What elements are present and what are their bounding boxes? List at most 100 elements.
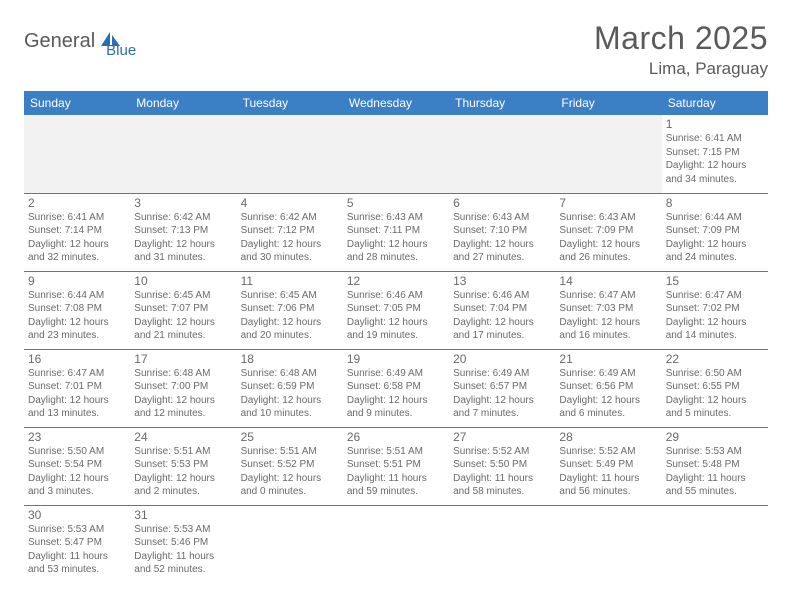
calendar-body: 1Sunrise: 6:41 AMSunset: 7:15 PMDaylight… bbox=[24, 115, 768, 583]
day-number: 24 bbox=[134, 430, 232, 444]
calendar-cell: 24Sunrise: 5:51 AMSunset: 5:53 PMDayligh… bbox=[130, 427, 236, 505]
calendar-cell bbox=[449, 505, 555, 583]
calendar-cell: 21Sunrise: 6:49 AMSunset: 6:56 PMDayligh… bbox=[555, 349, 661, 427]
day-info: Sunrise: 6:47 AMSunset: 7:02 PMDaylight:… bbox=[666, 289, 764, 343]
calendar-cell: 4Sunrise: 6:42 AMSunset: 7:12 PMDaylight… bbox=[237, 193, 343, 271]
calendar-row: 2Sunrise: 6:41 AMSunset: 7:14 PMDaylight… bbox=[24, 193, 768, 271]
weekday-header: Friday bbox=[555, 91, 661, 115]
calendar-row: 30Sunrise: 5:53 AMSunset: 5:47 PMDayligh… bbox=[24, 505, 768, 583]
calendar-cell bbox=[237, 505, 343, 583]
month-title: March 2025 bbox=[594, 20, 768, 57]
day-number: 17 bbox=[134, 352, 232, 366]
calendar-cell bbox=[343, 505, 449, 583]
day-info: Sunrise: 5:53 AMSunset: 5:48 PMDaylight:… bbox=[666, 445, 764, 499]
day-number: 22 bbox=[666, 352, 764, 366]
calendar-cell: 12Sunrise: 6:46 AMSunset: 7:05 PMDayligh… bbox=[343, 271, 449, 349]
day-info: Sunrise: 5:52 AMSunset: 5:50 PMDaylight:… bbox=[453, 445, 551, 499]
calendar-cell bbox=[130, 115, 236, 193]
calendar-cell bbox=[449, 115, 555, 193]
day-number: 3 bbox=[134, 196, 232, 210]
calendar-cell bbox=[237, 115, 343, 193]
day-info: Sunrise: 5:51 AMSunset: 5:51 PMDaylight:… bbox=[347, 445, 445, 499]
day-number: 12 bbox=[347, 274, 445, 288]
calendar-cell: 25Sunrise: 5:51 AMSunset: 5:52 PMDayligh… bbox=[237, 427, 343, 505]
calendar-cell: 13Sunrise: 6:46 AMSunset: 7:04 PMDayligh… bbox=[449, 271, 555, 349]
weekday-header: Sunday bbox=[24, 91, 130, 115]
day-number: 2 bbox=[28, 196, 126, 210]
day-number: 23 bbox=[28, 430, 126, 444]
calendar-cell: 7Sunrise: 6:43 AMSunset: 7:09 PMDaylight… bbox=[555, 193, 661, 271]
calendar-cell: 2Sunrise: 6:41 AMSunset: 7:14 PMDaylight… bbox=[24, 193, 130, 271]
title-block: March 2025 Lima, Paraguay bbox=[594, 20, 768, 79]
calendar-cell: 19Sunrise: 6:49 AMSunset: 6:58 PMDayligh… bbox=[343, 349, 449, 427]
calendar-cell: 9Sunrise: 6:44 AMSunset: 7:08 PMDaylight… bbox=[24, 271, 130, 349]
day-info: Sunrise: 6:46 AMSunset: 7:04 PMDaylight:… bbox=[453, 289, 551, 343]
weekday-header-row: SundayMondayTuesdayWednesdayThursdayFrid… bbox=[24, 91, 768, 115]
day-number: 10 bbox=[134, 274, 232, 288]
day-number: 27 bbox=[453, 430, 551, 444]
calendar-row: 23Sunrise: 5:50 AMSunset: 5:54 PMDayligh… bbox=[24, 427, 768, 505]
day-info: Sunrise: 5:52 AMSunset: 5:49 PMDaylight:… bbox=[559, 445, 657, 499]
calendar-row: 16Sunrise: 6:47 AMSunset: 7:01 PMDayligh… bbox=[24, 349, 768, 427]
day-number: 7 bbox=[559, 196, 657, 210]
calendar-cell: 1Sunrise: 6:41 AMSunset: 7:15 PMDaylight… bbox=[662, 115, 768, 193]
calendar-cell: 16Sunrise: 6:47 AMSunset: 7:01 PMDayligh… bbox=[24, 349, 130, 427]
day-number: 25 bbox=[241, 430, 339, 444]
calendar-cell: 31Sunrise: 5:53 AMSunset: 5:46 PMDayligh… bbox=[130, 505, 236, 583]
day-info: Sunrise: 6:48 AMSunset: 6:59 PMDaylight:… bbox=[241, 367, 339, 421]
day-number: 31 bbox=[134, 508, 232, 522]
day-number: 30 bbox=[28, 508, 126, 522]
day-number: 26 bbox=[347, 430, 445, 444]
day-info: Sunrise: 6:43 AMSunset: 7:11 PMDaylight:… bbox=[347, 211, 445, 265]
day-info: Sunrise: 6:43 AMSunset: 7:09 PMDaylight:… bbox=[559, 211, 657, 265]
day-info: Sunrise: 5:53 AMSunset: 5:46 PMDaylight:… bbox=[134, 523, 232, 577]
day-number: 1 bbox=[666, 117, 764, 131]
calendar-cell bbox=[24, 115, 130, 193]
day-info: Sunrise: 6:49 AMSunset: 6:56 PMDaylight:… bbox=[559, 367, 657, 421]
day-number: 14 bbox=[559, 274, 657, 288]
day-info: Sunrise: 5:53 AMSunset: 5:47 PMDaylight:… bbox=[28, 523, 126, 577]
weekday-header: Saturday bbox=[662, 91, 768, 115]
weekday-header: Tuesday bbox=[237, 91, 343, 115]
calendar-cell: 27Sunrise: 5:52 AMSunset: 5:50 PMDayligh… bbox=[449, 427, 555, 505]
logo-text-general: General bbox=[24, 30, 95, 53]
calendar-cell: 3Sunrise: 6:42 AMSunset: 7:13 PMDaylight… bbox=[130, 193, 236, 271]
day-number: 20 bbox=[453, 352, 551, 366]
calendar-cell: 26Sunrise: 5:51 AMSunset: 5:51 PMDayligh… bbox=[343, 427, 449, 505]
calendar-cell: 20Sunrise: 6:49 AMSunset: 6:57 PMDayligh… bbox=[449, 349, 555, 427]
calendar-cell: 29Sunrise: 5:53 AMSunset: 5:48 PMDayligh… bbox=[662, 427, 768, 505]
day-info: Sunrise: 6:45 AMSunset: 7:07 PMDaylight:… bbox=[134, 289, 232, 343]
calendar-cell: 18Sunrise: 6:48 AMSunset: 6:59 PMDayligh… bbox=[237, 349, 343, 427]
calendar-cell: 23Sunrise: 5:50 AMSunset: 5:54 PMDayligh… bbox=[24, 427, 130, 505]
calendar-cell: 14Sunrise: 6:47 AMSunset: 7:03 PMDayligh… bbox=[555, 271, 661, 349]
day-number: 15 bbox=[666, 274, 764, 288]
day-info: Sunrise: 6:47 AMSunset: 7:01 PMDaylight:… bbox=[28, 367, 126, 421]
day-info: Sunrise: 6:47 AMSunset: 7:03 PMDaylight:… bbox=[559, 289, 657, 343]
day-info: Sunrise: 6:48 AMSunset: 7:00 PMDaylight:… bbox=[134, 367, 232, 421]
day-number: 5 bbox=[347, 196, 445, 210]
day-info: Sunrise: 6:44 AMSunset: 7:09 PMDaylight:… bbox=[666, 211, 764, 265]
day-info: Sunrise: 6:45 AMSunset: 7:06 PMDaylight:… bbox=[241, 289, 339, 343]
logo-text-blue: Blue bbox=[106, 42, 136, 59]
calendar-cell: 28Sunrise: 5:52 AMSunset: 5:49 PMDayligh… bbox=[555, 427, 661, 505]
day-number: 9 bbox=[28, 274, 126, 288]
day-info: Sunrise: 6:46 AMSunset: 7:05 PMDaylight:… bbox=[347, 289, 445, 343]
calendar-cell bbox=[343, 115, 449, 193]
calendar-cell: 10Sunrise: 6:45 AMSunset: 7:07 PMDayligh… bbox=[130, 271, 236, 349]
calendar-cell: 11Sunrise: 6:45 AMSunset: 7:06 PMDayligh… bbox=[237, 271, 343, 349]
day-info: Sunrise: 6:49 AMSunset: 6:57 PMDaylight:… bbox=[453, 367, 551, 421]
day-info: Sunrise: 5:51 AMSunset: 5:53 PMDaylight:… bbox=[134, 445, 232, 499]
calendar-table: SundayMondayTuesdayWednesdayThursdayFrid… bbox=[24, 91, 768, 583]
day-number: 21 bbox=[559, 352, 657, 366]
day-number: 29 bbox=[666, 430, 764, 444]
day-number: 19 bbox=[347, 352, 445, 366]
day-number: 8 bbox=[666, 196, 764, 210]
day-info: Sunrise: 6:42 AMSunset: 7:12 PMDaylight:… bbox=[241, 211, 339, 265]
calendar-row: 9Sunrise: 6:44 AMSunset: 7:08 PMDaylight… bbox=[24, 271, 768, 349]
day-info: Sunrise: 5:51 AMSunset: 5:52 PMDaylight:… bbox=[241, 445, 339, 499]
logo: General Blue bbox=[24, 20, 136, 59]
calendar-cell: 8Sunrise: 6:44 AMSunset: 7:09 PMDaylight… bbox=[662, 193, 768, 271]
calendar-cell: 17Sunrise: 6:48 AMSunset: 7:00 PMDayligh… bbox=[130, 349, 236, 427]
day-info: Sunrise: 6:42 AMSunset: 7:13 PMDaylight:… bbox=[134, 211, 232, 265]
weekday-header: Wednesday bbox=[343, 91, 449, 115]
